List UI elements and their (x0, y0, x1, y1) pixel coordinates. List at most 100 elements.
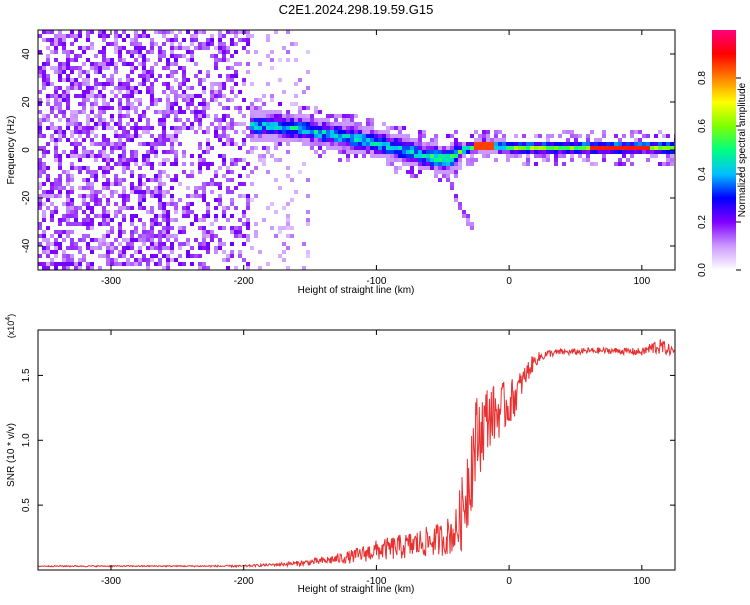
heatmap-cell (38, 134, 42, 138)
heatmap-cell (618, 142, 622, 146)
heatmap-cell (546, 138, 550, 142)
heatmap-cell (138, 102, 142, 106)
heatmap-cell (234, 226, 238, 230)
heatmap-cell (218, 30, 222, 34)
heatmap-cell (170, 202, 174, 206)
heatmap-cell (266, 134, 270, 138)
heatmap-cell (74, 126, 78, 130)
heatmap-cell (190, 110, 194, 114)
heatmap-cell (218, 226, 222, 230)
heatmap-cell (74, 150, 78, 154)
heatmap-cell (46, 102, 50, 106)
heatmap-cell (218, 246, 222, 250)
heatmap-cell (454, 166, 458, 170)
heatmap-cell (430, 158, 434, 162)
heatmap-cell (182, 38, 186, 42)
heatmap-cell (194, 118, 198, 122)
heatmap-cell (434, 142, 438, 146)
heatmap-cell (354, 142, 358, 146)
heatmap-cell (462, 214, 466, 218)
heatmap-cell (102, 150, 106, 154)
heatmap-cell (146, 210, 150, 214)
colorbar-tick-label: 0.4 (697, 167, 708, 181)
heatmap-cell (418, 134, 422, 138)
heatmap-cell (54, 34, 58, 38)
heatmap-cell (66, 118, 70, 122)
heatmap-cell (246, 62, 250, 66)
heatmap-cell (94, 70, 98, 74)
heatmap-cell (118, 46, 122, 50)
heatmap-cell (138, 202, 142, 206)
heatmap-cell (470, 158, 474, 162)
heatmap-cell (130, 86, 134, 90)
heatmap-cell (390, 142, 394, 146)
heatmap-cell (214, 174, 218, 178)
heatmap-cell (554, 146, 558, 150)
heatmap-cell (90, 194, 94, 198)
heatmap-cell (170, 46, 174, 50)
heatmap-cell (154, 234, 158, 238)
heatmap-cell (230, 122, 234, 126)
heatmap-xtick-label: -100 (366, 276, 386, 287)
heatmap-cell (118, 182, 122, 186)
heatmap-cell (166, 86, 170, 90)
heatmap-cell (202, 190, 206, 194)
heatmap-cell (426, 158, 430, 162)
heatmap-cell (470, 134, 474, 138)
heatmap-cell (466, 222, 470, 226)
heatmap-cell (158, 222, 162, 226)
heatmap-cell (270, 98, 274, 102)
heatmap-cell (42, 86, 46, 90)
heatmap-cell (62, 66, 66, 70)
heatmap-cell (242, 130, 246, 134)
heatmap-cell (46, 54, 50, 58)
heatmap-cell (82, 218, 86, 222)
heatmap-cell (130, 230, 134, 234)
snr-xtick-label: 0 (506, 576, 512, 587)
heatmap-cell (98, 30, 102, 34)
heatmap-xtick-label: 0 (506, 276, 512, 287)
heatmap-cell (38, 102, 42, 106)
heatmap-cell (174, 238, 178, 242)
heatmap-cell (306, 70, 310, 74)
heatmap-cell (230, 142, 234, 146)
heatmap-cell (258, 62, 262, 66)
heatmap-cell (154, 174, 158, 178)
heatmap-cell (82, 186, 86, 190)
heatmap-cell (282, 206, 286, 210)
heatmap-cell (174, 110, 178, 114)
heatmap-cell (102, 86, 106, 90)
heatmap-cell (82, 178, 86, 182)
heatmap-cell (174, 62, 178, 66)
heatmap-cell (410, 154, 414, 158)
heatmap-cell (386, 142, 390, 146)
heatmap-cell (278, 130, 282, 134)
snr-scale-factor: (x104) (5, 314, 16, 338)
snr-xtick-label: -100 (366, 576, 386, 587)
heatmap-cell (42, 218, 46, 222)
heatmap-cell (130, 242, 134, 246)
heatmap-cell (166, 246, 170, 250)
heatmap-cell (226, 138, 230, 142)
heatmap-cell (210, 82, 214, 86)
heatmap-cell (602, 146, 606, 150)
heatmap-cell (306, 134, 310, 138)
heatmap-cell (178, 198, 182, 202)
heatmap-cell (62, 262, 66, 266)
heatmap-cell (562, 154, 566, 158)
heatmap-cell (66, 50, 70, 54)
heatmap-cell (106, 122, 110, 126)
heatmap-cell (86, 214, 90, 218)
heatmap-cell (146, 130, 150, 134)
heatmap-cell (42, 194, 46, 198)
heatmap-cell (98, 70, 102, 74)
heatmap-cell (242, 114, 246, 118)
heatmap-cell (230, 202, 234, 206)
heatmap-cell (54, 266, 58, 270)
heatmap-cell (66, 34, 70, 38)
heatmap-cell (102, 242, 106, 246)
heatmap-cell (362, 154, 366, 158)
heatmap-cell (42, 134, 46, 138)
heatmap-cell (354, 126, 358, 130)
heatmap-cell (274, 130, 278, 134)
